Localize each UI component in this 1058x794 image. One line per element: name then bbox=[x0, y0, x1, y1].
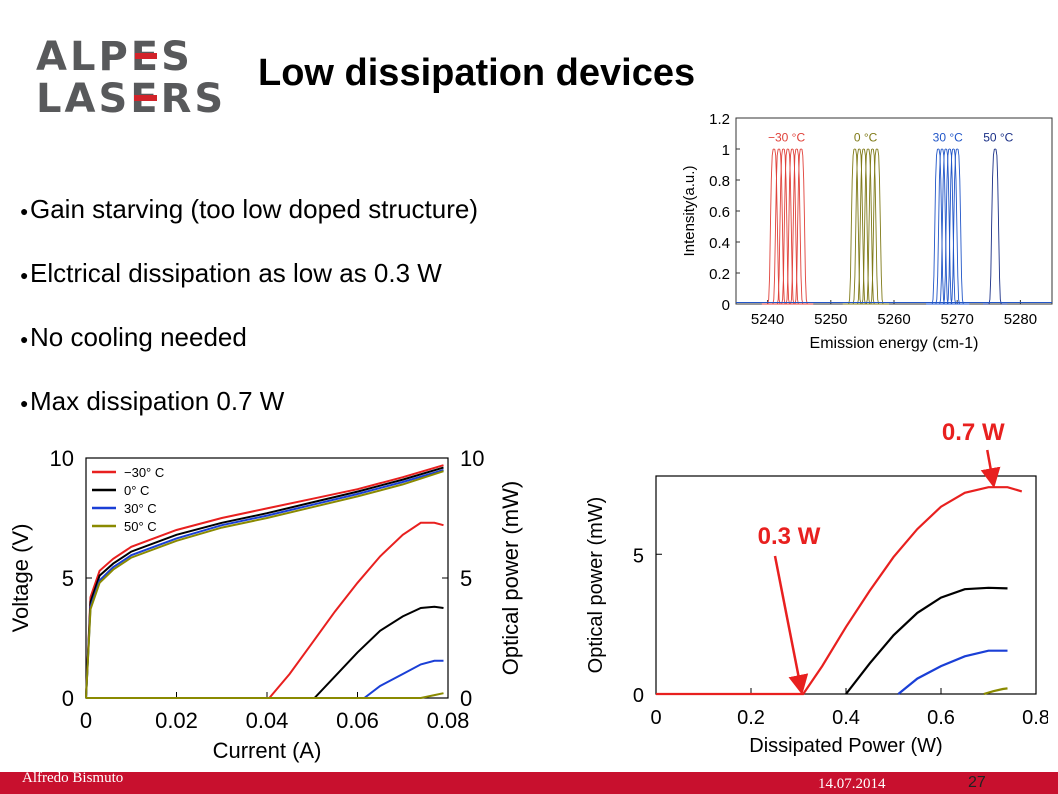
liv-chart: 0 5 10 0 5 10 0 0.02 0.04 0.06 0.08 Current (A) Volt… bbox=[8, 446, 523, 763]
y-tick-label: 1.2 bbox=[709, 111, 730, 128]
x-tick-label: 0.02 bbox=[155, 708, 198, 733]
y-tick-label: 0 bbox=[62, 686, 74, 711]
x-tick-label: 0.04 bbox=[246, 708, 289, 733]
x-tick-label: 0 bbox=[80, 708, 92, 733]
spectrum-peak-line bbox=[851, 148, 876, 305]
legend-label: 0° C bbox=[124, 483, 149, 498]
optical-power-series-line bbox=[845, 586, 1008, 695]
footer-author: Alfredo Bismuto bbox=[22, 770, 124, 786]
logo-red-bar bbox=[134, 95, 157, 101]
annotation-arrow bbox=[773, 555, 809, 695]
optical-power-series-line bbox=[897, 649, 1008, 695]
y-tick-label: 1 bbox=[722, 142, 730, 159]
voltage-series-line bbox=[85, 464, 444, 699]
spectrum-peak-line bbox=[784, 148, 809, 305]
y-tick-label: 0.2 bbox=[709, 266, 730, 283]
spectrum-peak-line bbox=[860, 148, 885, 305]
x-tick-label: 5250 bbox=[814, 311, 847, 328]
alpes-lasers-logo: ALPES LASERS bbox=[36, 34, 248, 126]
spectrum-peak-line bbox=[780, 148, 805, 305]
power-series-line bbox=[86, 521, 444, 699]
bullet-item: ●Max dissipation 0.7 W bbox=[20, 386, 285, 416]
series-label: 50 °C bbox=[983, 130, 1013, 144]
x-tick-label: 0 bbox=[650, 707, 661, 729]
y-tick-label: 10 bbox=[50, 446, 74, 471]
y2-tick-label: 0 bbox=[460, 686, 472, 711]
x-tick-label: 0.08 bbox=[427, 708, 470, 733]
y-tick-label: 5 bbox=[62, 566, 74, 591]
x-tick-label: 0.06 bbox=[336, 708, 379, 733]
spectrum-peak-line bbox=[788, 148, 814, 305]
bullet-item: ●No cooling needed bbox=[20, 322, 247, 352]
logo-line-alpes: ALPES bbox=[36, 34, 193, 80]
y-axis-label: Intensity(a.u.) bbox=[681, 166, 698, 257]
legend-label: 30° C bbox=[124, 501, 157, 516]
x-tick-label: 0.6 bbox=[927, 707, 955, 729]
slide-title: Low dissipation devices bbox=[258, 52, 696, 94]
voltage-series-line bbox=[85, 470, 444, 699]
x-axis-label: Dissipated Power (W) bbox=[749, 735, 942, 757]
spectrum-peak-line bbox=[945, 148, 970, 305]
series-label: 0 °C bbox=[854, 130, 878, 144]
annotation-label: 0.7 W bbox=[942, 419, 1005, 446]
x-tick-label: 5260 bbox=[877, 311, 910, 328]
bullet-item: ●Gain starving (too low doped structure) bbox=[20, 194, 478, 224]
y-tick-label: 0 bbox=[722, 297, 730, 314]
power-series-line bbox=[86, 692, 444, 699]
x-tick-label: 5270 bbox=[941, 311, 974, 328]
x-tick-label: 0.8 bbox=[1022, 707, 1048, 729]
bullet-list: ●Gain starving (too low doped structure)… bbox=[20, 196, 620, 452]
plot-frame bbox=[655, 475, 1037, 695]
slide-number: 27 bbox=[968, 774, 986, 791]
y-axis-label: Voltage (V) bbox=[8, 524, 33, 633]
y2-axis-label: Optical power (mW) bbox=[498, 481, 523, 675]
footer-bar: Alfredo Bismuto 14.07.2014 27 bbox=[0, 770, 1058, 794]
logo-red-bar bbox=[134, 53, 158, 59]
x-tick-label: 0.2 bbox=[737, 707, 765, 729]
logo-line-lasers: LASERS bbox=[36, 76, 227, 122]
x-axis-label: Current (A) bbox=[213, 738, 322, 763]
x-tick-label: 5240 bbox=[751, 311, 784, 328]
y-tick-label: 0.6 bbox=[709, 204, 730, 221]
bullet-dot-icon: ● bbox=[20, 203, 29, 220]
footer-date: 14.07.2014 bbox=[818, 776, 886, 792]
voltage-series-line bbox=[85, 466, 444, 699]
emission-spectrum-chart: 0 0.2 0.4 0.6 0.8 1 1.2 5240 5250 5260 5270 5280 Emi… bbox=[681, 111, 1053, 352]
annotation-label: 0.3 W bbox=[758, 523, 821, 550]
spectrum-peak-line bbox=[775, 148, 800, 305]
bullet-dot-icon: ● bbox=[20, 267, 29, 284]
dissipated-power-chart: 0 5 0 0.2 0.4 0.6 0.8 Dissipated Power (W) Optic… bbox=[585, 419, 1048, 757]
x-tick-label: 5280 bbox=[1004, 311, 1037, 328]
spectrum-peak-line bbox=[983, 148, 1008, 305]
x-axis-label: Emission energy (cm-1) bbox=[810, 335, 979, 352]
x-tick-label: 0.4 bbox=[832, 707, 860, 729]
y2-tick-label: 5 bbox=[460, 566, 472, 591]
bullet-dot-icon: ● bbox=[20, 395, 29, 412]
legend-label: 50° C bbox=[124, 519, 157, 534]
bullet-dot-icon: ● bbox=[20, 331, 29, 348]
power-series-line bbox=[86, 605, 444, 699]
legend-label: −30° C bbox=[124, 465, 164, 480]
y-axis-label: Optical power (mW) bbox=[585, 497, 607, 674]
y-tick-label: 0.4 bbox=[709, 235, 730, 252]
annotation-arrow bbox=[980, 449, 1001, 489]
spectrum-peak-line bbox=[855, 148, 881, 305]
optical-power-series-line bbox=[656, 486, 1023, 696]
y-tick-label: 5 bbox=[633, 545, 644, 567]
optical-power-series-line bbox=[983, 687, 1008, 696]
y-tick-label: 0.8 bbox=[709, 173, 730, 190]
power-series-line bbox=[86, 659, 444, 699]
bullet-item: ●Elctrical dissipation as low as 0.3 W bbox=[20, 258, 442, 288]
y-tick-label: 0 bbox=[633, 685, 644, 707]
series-label: 30 °C bbox=[933, 130, 963, 144]
spectrum-peak-line bbox=[864, 148, 890, 305]
y2-tick-label: 10 bbox=[460, 446, 484, 471]
series-label: −30 °C bbox=[768, 130, 805, 144]
